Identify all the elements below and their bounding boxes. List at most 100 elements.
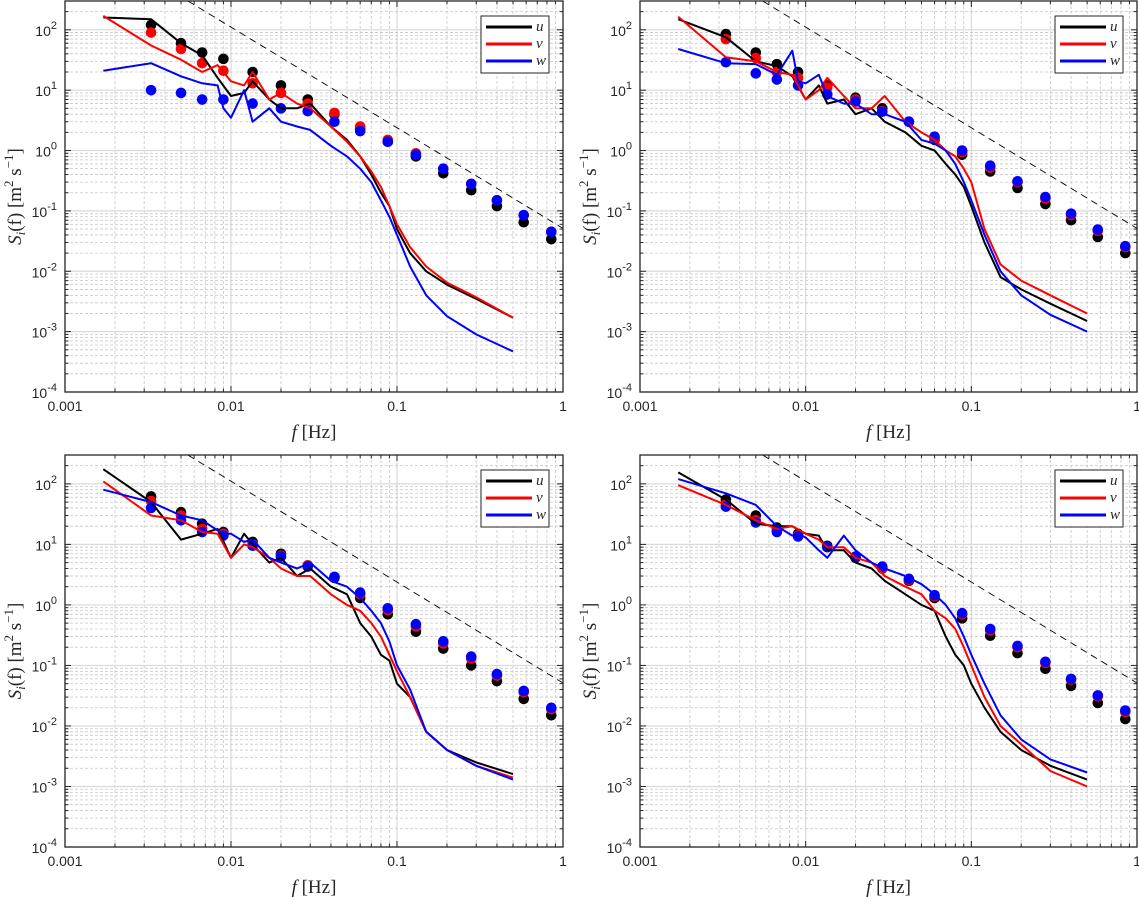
reference-slope-line	[761, 1, 1137, 229]
panel-bottom-left: 0.001 0.01 0.1 1 10-4 10-3 10-2 10-1 100 101 102 f …	[1, 454, 567, 897]
reference-slope-line	[187, 1, 563, 229]
panel-bottom-right: 0.001 0.01 0.1 1 10-4 10-3 10-2 10-1 100 101 102 f …	[576, 454, 1139, 897]
marker-u-markers	[545, 233, 557, 245]
y-tick-label: 101	[610, 80, 632, 99]
y-tick-label: 10-2	[32, 261, 57, 280]
series-line-u	[103, 16, 514, 319]
axes-box	[64, 0, 564, 393]
y-tick-label: 10-2	[32, 716, 57, 735]
marker-w-markers	[750, 68, 762, 79]
series-line-v	[677, 484, 1088, 788]
marker-w-markers	[491, 194, 503, 206]
axes-box	[639, 454, 1138, 848]
x-tick-label: 1	[1133, 398, 1139, 414]
marker-w-markers	[545, 226, 557, 238]
x-tick-label: 0.01	[792, 853, 819, 869]
series-line-w	[103, 62, 514, 353]
x-axis-label: f [Hz]	[292, 422, 337, 443]
legend: uvw	[480, 15, 550, 74]
series-line-v	[677, 15, 1088, 315]
x-tick-label: 1	[559, 853, 567, 869]
marker-w-markers	[1120, 240, 1131, 252]
marker-w-markers	[984, 160, 996, 172]
y-tick-label: 102	[610, 474, 632, 493]
y-tick-label: 10-3	[607, 776, 632, 795]
y-tick-label: 101	[35, 80, 57, 99]
legend-label-u: u	[1110, 19, 1118, 35]
plot-area	[677, 1, 1137, 333]
marker-w-markers	[984, 623, 996, 635]
legend-label-w: w	[536, 507, 546, 523]
axes-box	[64, 454, 564, 848]
marker-w-markers	[956, 145, 968, 156]
y-axis-label: Si(f) [m2 s−1]	[1, 148, 28, 245]
y-tick-label: 100	[610, 141, 632, 160]
panel-top-right: 0.001 0.01 0.1 1 10-4 10-3 10-2 10-1 100 101 102 f …	[576, 0, 1139, 443]
marker-w-markers	[465, 651, 477, 662]
legend-label-v: v	[536, 490, 543, 506]
x-tick-label: 0.1	[387, 398, 407, 414]
x-tick-label: 1	[1133, 853, 1139, 869]
reference-slope-line	[761, 455, 1137, 684]
marker-w-markers	[145, 84, 157, 96]
y-axis-label: Si(f) [m2 s−1]	[576, 603, 603, 700]
marker-w-markers	[354, 125, 366, 137]
marker-w-markers	[175, 87, 187, 99]
series-line-w	[677, 478, 1088, 774]
marker-w-markers	[545, 702, 557, 714]
x-tick-label: 0.01	[792, 398, 819, 414]
y-tick-label: 10-4	[607, 382, 632, 401]
legend-label-u: u	[536, 19, 544, 35]
marker-w-markers	[903, 116, 915, 128]
legend-label-w: w	[536, 53, 546, 69]
legend-label-v: v	[1110, 36, 1117, 52]
marker-w-markers	[491, 668, 503, 680]
legend: uvw	[1054, 15, 1124, 74]
series-line-v	[102, 15, 514, 319]
marker-v-markers	[329, 107, 340, 119]
series-line-w	[677, 48, 1088, 333]
y-tick-label: 10-1	[607, 201, 632, 220]
x-tick-label: 0.1	[962, 853, 982, 869]
y-tick-label: 102	[610, 20, 632, 39]
marker-w-markers	[382, 602, 394, 614]
marker-w-markers	[1012, 175, 1023, 187]
x-tick-label: 0.01	[217, 853, 244, 869]
marker-w-markers	[1065, 673, 1077, 685]
marker-w-markers	[196, 94, 208, 105]
marker-u-markers	[218, 53, 229, 65]
x-axis-label: f [Hz]	[866, 877, 911, 897]
y-tick-label: 10-4	[32, 837, 57, 856]
grid	[639, 0, 1137, 393]
marker-w-markers	[465, 178, 477, 190]
marker-w-markers	[1092, 224, 1104, 235]
y-tick-label: 10-4	[32, 382, 57, 401]
marker-w-markers	[518, 209, 530, 221]
marker-w-markers	[518, 685, 530, 697]
marker-w-markers	[410, 618, 422, 630]
legend-label-u: u	[1110, 473, 1118, 489]
y-tick-label: 10-3	[607, 322, 632, 341]
y-tick-label: 10-2	[607, 716, 632, 735]
y-tick-label: 100	[35, 141, 57, 160]
y-axis-label: Si(f) [m2 s−1]	[1, 603, 28, 700]
legend-label-w: w	[1110, 507, 1120, 523]
axes-box	[639, 0, 1138, 393]
y-tick-label: 10-1	[32, 655, 57, 674]
marker-w-markers	[410, 149, 422, 161]
marker-w-markers	[771, 74, 783, 85]
y-axis-label: Si(f) [m2 s−1]	[576, 148, 603, 245]
x-tick-label: 0.001	[47, 398, 82, 414]
y-tick-label: 10-3	[32, 776, 57, 795]
marker-w-markers	[1012, 640, 1023, 652]
marker-w-markers	[247, 98, 258, 109]
marker-w-markers	[1065, 208, 1077, 219]
grid	[64, 0, 563, 393]
marker-w-markers	[354, 587, 366, 598]
x-axis-label: f [Hz]	[292, 877, 337, 897]
y-tick-label: 10-2	[607, 261, 632, 280]
marker-w-markers	[1040, 191, 1051, 203]
marker-w-markers	[437, 163, 449, 175]
y-tick-label: 100	[610, 595, 632, 614]
